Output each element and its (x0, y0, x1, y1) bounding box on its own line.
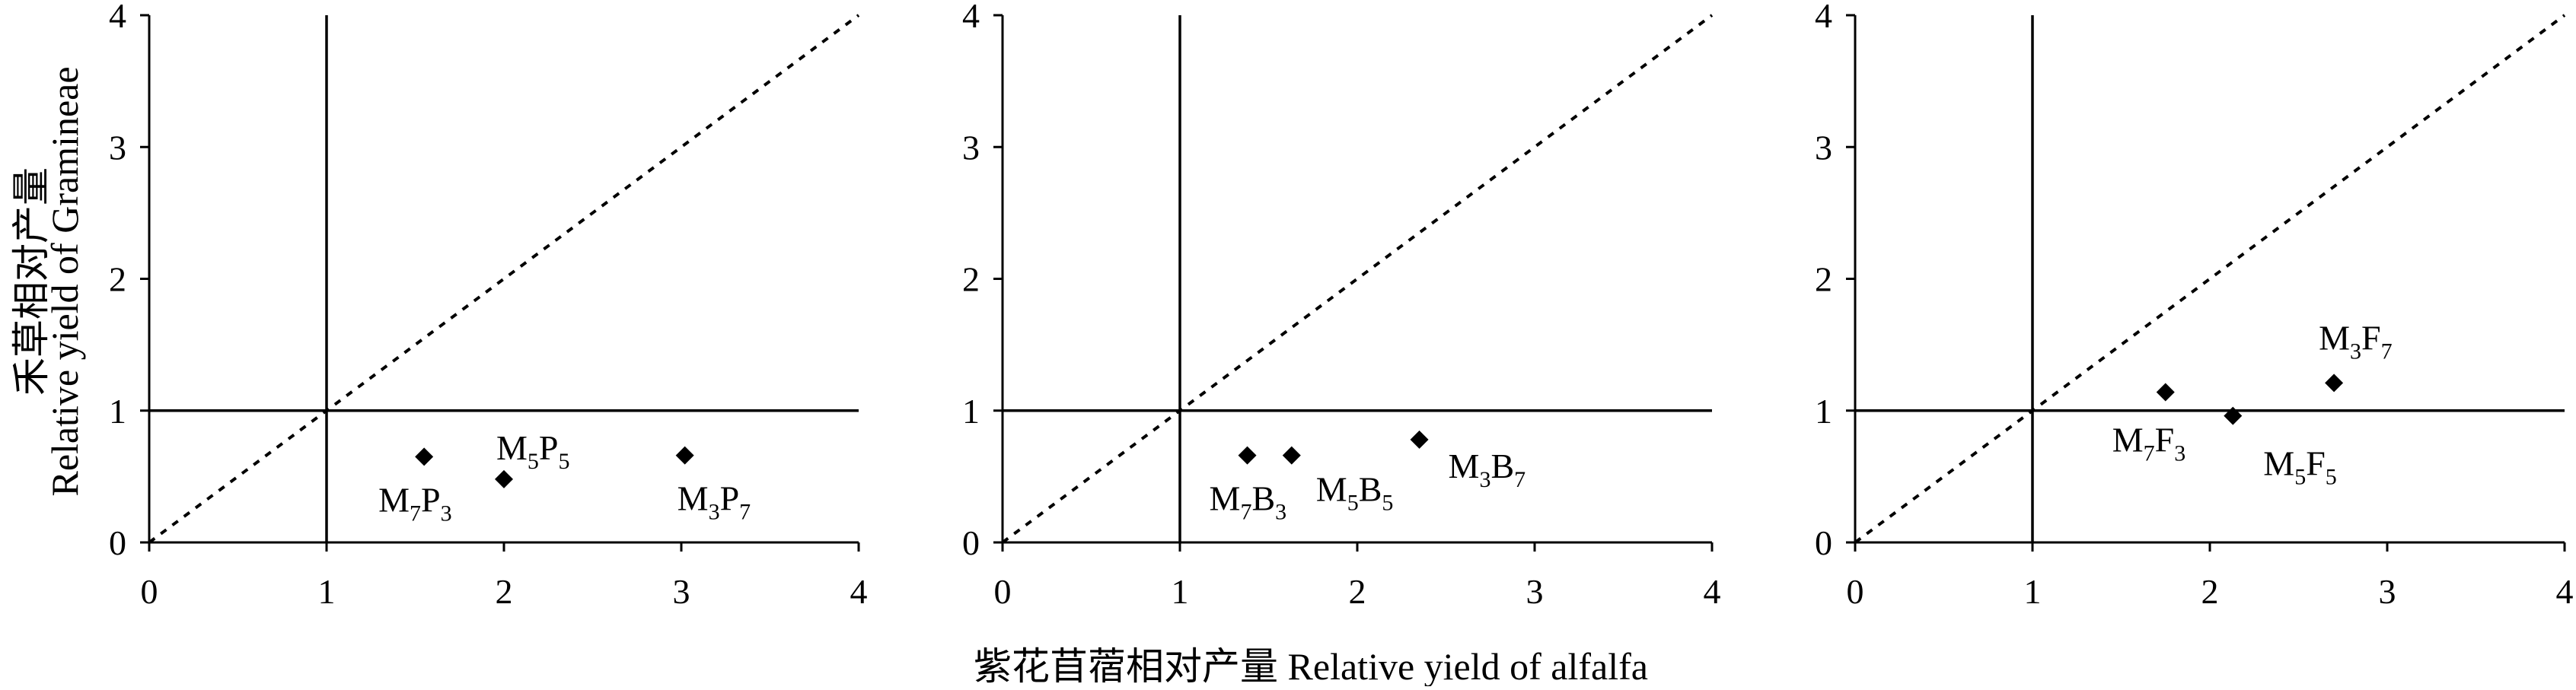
data-point (415, 447, 434, 466)
y-tick-label: 3 (1815, 128, 1832, 167)
data-label: M7F3 (2112, 420, 2186, 466)
x-tick-label: 2 (1349, 572, 1366, 611)
reference-line-diagonal (1854, 14, 2566, 544)
x-tick-label: 0 (141, 572, 158, 611)
data-point (1410, 430, 1429, 449)
x-tick-label: 2 (496, 572, 513, 611)
data-label: M7B3 (1210, 479, 1287, 525)
y-tick-label: 1 (1815, 392, 1832, 431)
data-label: M3P7 (677, 479, 751, 525)
chart-panel-2: 0 1 2 3 4 0 1 2 3 4 M7B3 M5B5 M3B7 (962, 0, 1721, 611)
data-label: M3B7 (1449, 447, 1526, 492)
reference-line-diagonal (1001, 14, 1714, 544)
data-point (2224, 406, 2243, 425)
data-label: M5F5 (2263, 444, 2337, 490)
y-tick-label: 1 (962, 392, 980, 431)
x-tick-label: 4 (850, 572, 868, 611)
y-tick-label: 0 (1815, 523, 1832, 562)
x-tick-label: 0 (994, 572, 1012, 611)
x-tick-label: 4 (2556, 572, 2574, 611)
x-tick-label: 2 (2201, 572, 2219, 611)
reference-line-diagonal (148, 14, 860, 544)
x-tick-label: 4 (1704, 572, 1721, 611)
x-tick-label: 3 (1526, 572, 1544, 611)
chart-panel-3: 0 1 2 3 4 0 1 2 3 4 M7F3 M5F5 M3F7 (1815, 0, 2574, 611)
data-point (495, 469, 513, 488)
x-tick-label: 1 (1172, 572, 1189, 611)
y-tick-label: 3 (962, 128, 980, 167)
x-tick-label: 1 (2024, 572, 2042, 611)
x-tick-label: 3 (673, 572, 690, 611)
data-point (1238, 446, 1257, 465)
y-axis-title-en: Relative yield of Gramineae (43, 66, 86, 496)
data-point (2325, 374, 2344, 393)
y-tick-label: 0 (962, 523, 980, 562)
y-tick-label: 2 (109, 260, 126, 299)
y-axis-title-cn: 禾草相对产量 (10, 167, 53, 396)
x-axis-title: 紫花苜蓿相对产量 Relative yield of alfalfa (974, 645, 1648, 686)
y-tick-label: 4 (109, 0, 126, 35)
x-tick-label: 3 (2379, 572, 2396, 611)
data-point (2156, 383, 2175, 402)
chart-panel-1: 0 1 2 3 4 0 1 2 3 4 M7P3 M5P5 M3P7 (109, 0, 868, 611)
data-label: M7P3 (378, 480, 452, 526)
x-tick-label: 0 (1847, 572, 1864, 611)
data-point (675, 446, 694, 465)
y-tick-label: 0 (109, 523, 126, 562)
x-tick-label: 1 (318, 572, 336, 611)
y-tick-label: 4 (962, 0, 980, 35)
y-tick-label: 4 (1815, 0, 1832, 35)
y-tick-label: 3 (109, 128, 126, 167)
y-tick-label: 2 (962, 260, 980, 299)
y-tick-label: 1 (109, 392, 126, 431)
data-point (1282, 446, 1301, 465)
y-tick-label: 2 (1815, 260, 1832, 299)
data-label: M5P5 (496, 428, 570, 474)
data-label: M5B5 (1316, 470, 1394, 516)
data-label: M3F7 (2319, 318, 2393, 364)
